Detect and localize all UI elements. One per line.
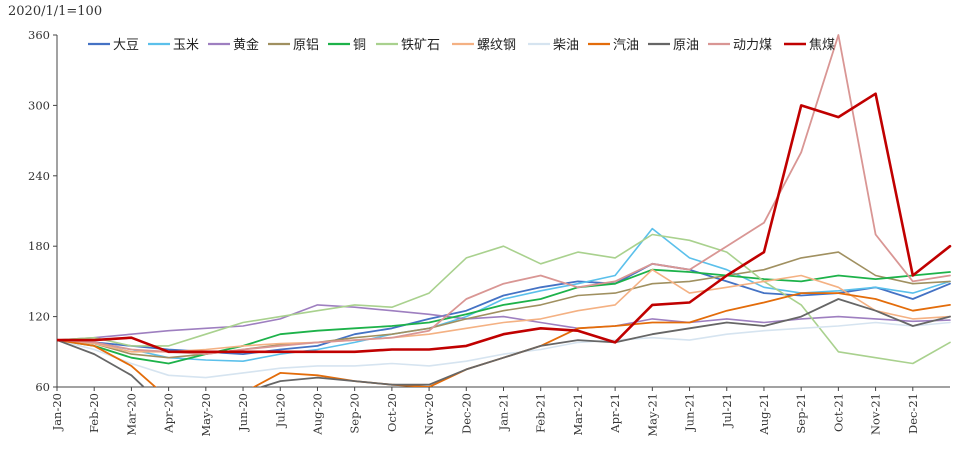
- y-tick-label: 120: [28, 310, 50, 324]
- legend-label: 汽油: [613, 38, 639, 53]
- x-tick-label: Apr-21: [608, 393, 622, 434]
- x-tick-label: May-20: [199, 393, 213, 437]
- legend-label: 玉米: [173, 38, 199, 53]
- x-tick-label: Dec-20: [459, 393, 473, 434]
- x-tick-label: Nov-20: [422, 393, 436, 435]
- series-line-11: [57, 34, 951, 356]
- series-line-3: [57, 304, 951, 341]
- x-tick-label: Mar-20: [124, 393, 138, 436]
- legend-label: 柴油: [553, 38, 579, 53]
- legend-label: 原铝: [293, 38, 319, 53]
- legend-label: 铜: [353, 38, 366, 53]
- series-line-12: [57, 92, 952, 354]
- legend: 大豆 玉米 黄金 原铝 铜 铁矿石 螺纹钢 柴油 汽油 原油 动力煤 焦煤: [88, 37, 835, 53]
- legend-label: 原油: [673, 38, 699, 53]
- x-tick-label: Jan-20: [50, 393, 64, 431]
- legend-label: 铁矿石: [401, 38, 440, 53]
- x-tick-label: Jun-20: [236, 393, 250, 432]
- series-line-6: [57, 233, 951, 365]
- series-line-8: [57, 321, 951, 379]
- x-tick-label: Nov-21: [869, 393, 883, 435]
- x-tick-label: May-21: [645, 393, 659, 437]
- x-tick-label: Feb-21: [534, 393, 548, 433]
- x-tick-label: Jul-21: [720, 393, 734, 428]
- x-tick-label: Sep-20: [348, 393, 362, 434]
- y-tick-label: 360: [28, 28, 50, 42]
- legend-label: 动力煤: [733, 38, 772, 53]
- x-tick-label: Feb-20: [87, 393, 101, 433]
- unit-label: 2020/1/1=100: [8, 4, 103, 19]
- axes: 60 120 180 240 300 360 Jan-20 Feb-20 Mar-20 Apr-2…: [28, 28, 950, 437]
- x-tick-label: Mar-21: [571, 393, 585, 436]
- y-tick-label: 240: [28, 169, 50, 183]
- legend-label: 焦煤: [809, 38, 835, 53]
- x-tick-label: Apr-20: [162, 393, 176, 434]
- x-tick-label: Sep-21: [794, 393, 808, 434]
- x-tick-label: Aug-20: [310, 393, 324, 436]
- x-tick-label: Jan-21: [497, 393, 511, 431]
- y-tick-label: 180: [28, 239, 50, 253]
- x-tick-label: Jun-21: [683, 393, 697, 432]
- y-tick-label: 60: [35, 380, 50, 394]
- legend-label: 黄金: [233, 37, 259, 53]
- series-line-10: [57, 298, 951, 387]
- x-tick-label: Oct-21: [831, 393, 845, 432]
- legend-label: 螺纹钢: [477, 38, 516, 53]
- legend-label: 大豆: [113, 38, 139, 53]
- series-line-7: [57, 268, 951, 353]
- series-layer: [57, 34, 952, 387]
- x-tick-label: Dec-21: [906, 393, 920, 434]
- x-tick-label: Oct-20: [385, 393, 399, 432]
- y-tick-label: 300: [28, 98, 50, 112]
- x-tick-label: Jul-20: [273, 393, 287, 428]
- x-tick-label: Aug-21: [757, 393, 771, 436]
